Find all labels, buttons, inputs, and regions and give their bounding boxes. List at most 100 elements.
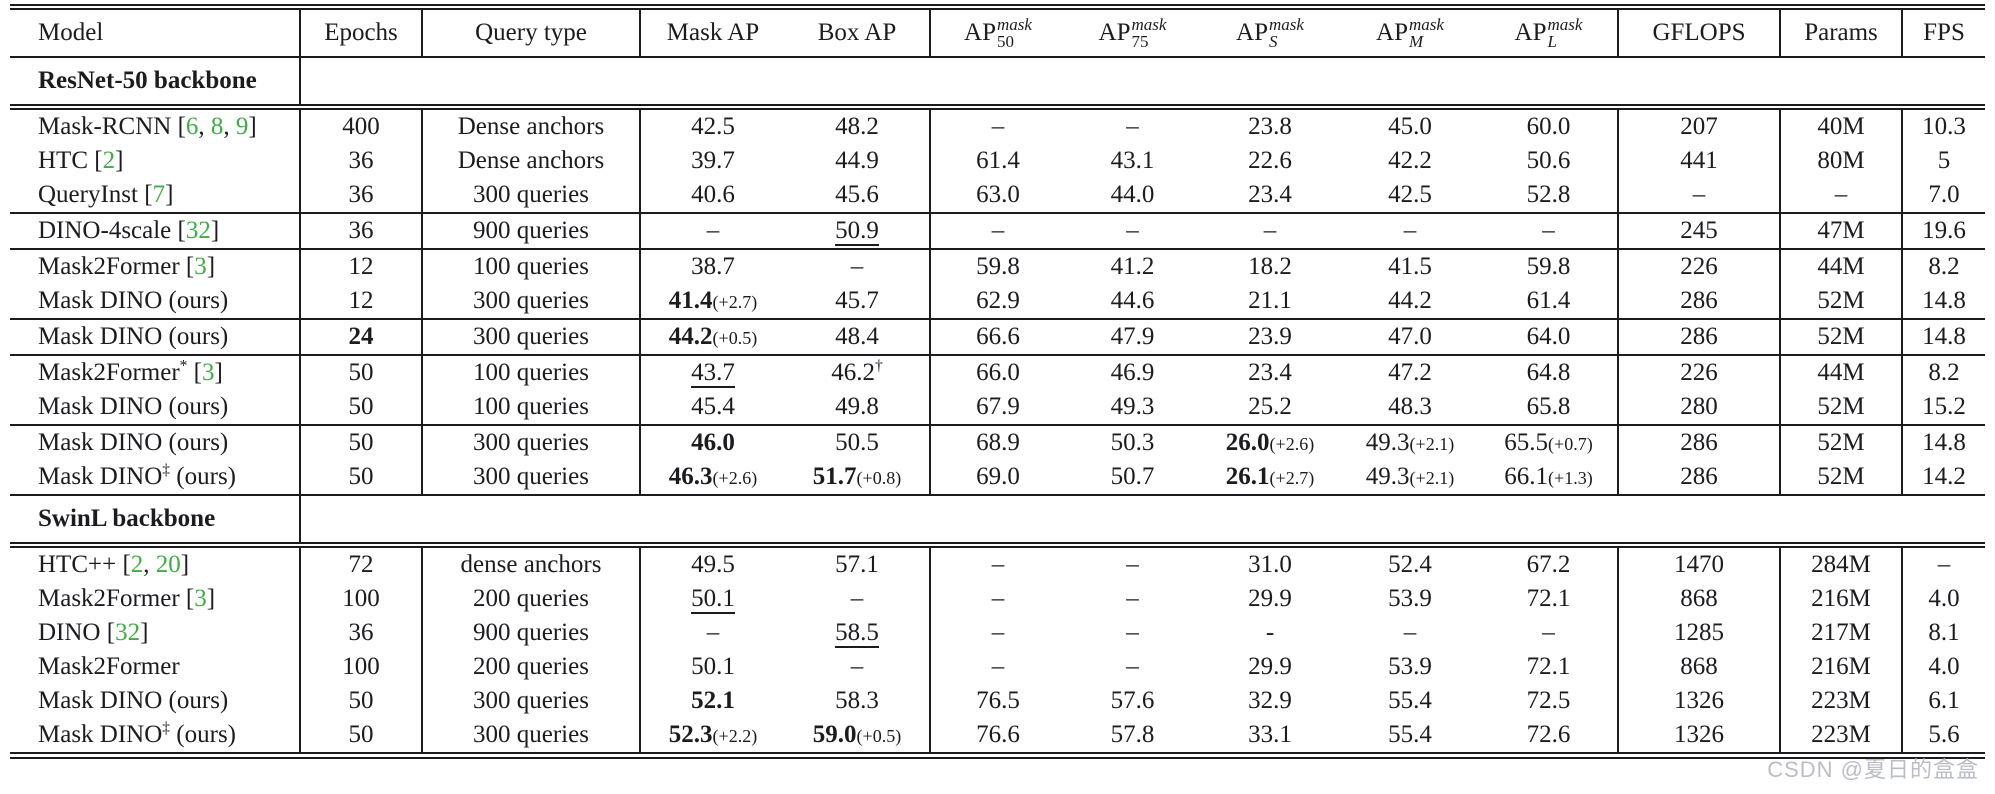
citation-link[interactable]: 9 xyxy=(235,113,249,140)
value-cell: 280 xyxy=(1618,390,1781,425)
metric-value: 66.6 xyxy=(976,323,1020,350)
cite-open-bracket: [ xyxy=(187,359,202,386)
value-cell: 45.0 xyxy=(1340,107,1480,144)
metric-value: 300 queries xyxy=(473,687,589,714)
column-header: AP mask M xyxy=(1340,4,1480,58)
citation-link[interactable]: 8 xyxy=(210,113,224,140)
metric-value: – xyxy=(991,585,1005,612)
column-header: AP mask L xyxy=(1480,4,1619,58)
table-row: Mask2Former [3] 12 100 queries 38.7 – 59.8 41.… xyxy=(10,248,1985,284)
metric-value: 46.9 xyxy=(1110,359,1155,386)
citation-link[interactable]: 2 xyxy=(102,147,116,174)
metric-value: 280 xyxy=(1680,393,1718,420)
metric-value: 50.9 xyxy=(835,217,879,246)
column-header: AP mask S xyxy=(1200,4,1340,58)
metric-value: – xyxy=(1937,551,1951,578)
citation-link[interactable]: 32 xyxy=(185,217,211,244)
table-row: Mask DINO‡ (ours) 50 300 queries 46.3(+2.6)… xyxy=(10,460,1985,495)
value-cell: 29.9 xyxy=(1200,582,1340,616)
metric-value: 23.8 xyxy=(1248,113,1292,140)
citation-link[interactable]: 3 xyxy=(201,359,215,386)
value-cell: 300 queries xyxy=(422,284,641,319)
model-cell: Mask2Former* [3] xyxy=(10,354,301,390)
model-cell: Mask DINO (ours) xyxy=(10,318,301,355)
metric-value: 76.6 xyxy=(976,721,1020,748)
value-cell: – xyxy=(785,650,931,684)
metric-value: 50.5 xyxy=(835,429,879,456)
value-cell: 5 xyxy=(1902,144,1985,178)
metric-value: – xyxy=(1263,217,1277,244)
metric-value: 65.8 xyxy=(1526,393,1571,420)
value-cell: 40.6 xyxy=(640,178,785,213)
value-cell: – xyxy=(930,107,1065,144)
value-cell: – xyxy=(1065,650,1200,684)
value-cell: 14.8 xyxy=(1902,424,1985,460)
citation-link[interactable]: 3 xyxy=(194,585,207,612)
metric-value: 44.6 xyxy=(1110,287,1155,314)
value-cell: 72.1 xyxy=(1480,582,1619,616)
citation-link[interactable]: 7 xyxy=(152,181,166,208)
metric-value: 46.0 xyxy=(691,429,735,456)
column-header-label: Epochs xyxy=(324,19,398,46)
value-cell: 226 xyxy=(1618,248,1781,284)
value-cell: – xyxy=(930,650,1065,684)
model-name: Mask DINO xyxy=(38,463,163,490)
value-cell: 68.9 xyxy=(930,424,1065,460)
metric-value: 36 xyxy=(348,619,374,646)
value-cell: 22.6 xyxy=(1200,144,1340,178)
metric-value: 900 queries xyxy=(473,217,589,244)
table-row: Mask DINO (ours) 50 300 queries 46.0 50.5 68.… xyxy=(10,424,1985,460)
citation-link[interactable]: 6 xyxy=(185,113,199,140)
citation-link[interactable]: 20 xyxy=(155,551,181,578)
ap-subscript: L xyxy=(1547,32,1557,51)
metric-value: 41.4 xyxy=(668,287,713,314)
metric-value: 1326 xyxy=(1674,721,1724,748)
column-header-label: Box AP xyxy=(817,19,897,46)
value-cell: 39.7 xyxy=(640,144,785,178)
cite-comma: , xyxy=(223,113,236,140)
metric-value: – xyxy=(1126,619,1139,646)
value-cell: 59.8 xyxy=(930,248,1065,284)
metric-value: 868 xyxy=(1680,653,1718,680)
metric-value: 52.8 xyxy=(1526,181,1571,208)
value-cell: 8.2 xyxy=(1902,248,1985,284)
value-cell: 868 xyxy=(1618,582,1781,616)
cite-close-bracket: ] xyxy=(206,585,216,612)
metric-value: 49.3 xyxy=(1365,429,1410,456)
value-cell: 49.3 xyxy=(1065,390,1200,425)
metric-value: – xyxy=(991,113,1005,140)
metric-value: 45.6 xyxy=(835,181,879,208)
citation-link[interactable]: 3 xyxy=(194,253,207,280)
model-cell: Mask DINO‡ (ours) xyxy=(10,460,301,495)
metric-value: – xyxy=(1403,619,1417,646)
value-cell: 52.1 xyxy=(640,684,785,718)
citation-link[interactable]: 32 xyxy=(115,619,141,646)
metric-value: 216M xyxy=(1811,653,1871,680)
citation-link[interactable]: 2 xyxy=(130,551,144,578)
value-cell: 223M xyxy=(1780,684,1903,718)
value-cell: 50.1 xyxy=(640,582,785,616)
value-cell: 41.2 xyxy=(1065,248,1200,284)
value-cell: 207 xyxy=(1618,107,1781,144)
improvement-delta: (+2.1) xyxy=(1409,468,1455,488)
section-header-cell: SwinL backbone xyxy=(10,494,301,548)
backbone-section-title: SwinL backbone xyxy=(38,505,216,532)
metric-value: 14.2 xyxy=(1922,463,1966,490)
value-cell: 44M xyxy=(1780,354,1903,390)
metric-value: 40M xyxy=(1817,113,1865,140)
cite-close-bracket: ] xyxy=(214,359,223,386)
metric-value: 245 xyxy=(1680,217,1718,244)
metric-value: 58.5 xyxy=(835,619,879,648)
value-cell: 66.0 xyxy=(930,354,1065,390)
metric-value: 29.9 xyxy=(1248,653,1292,680)
value-cell: 41.4(+2.7) xyxy=(640,284,785,319)
value-cell: 200 queries xyxy=(422,582,641,616)
metric-value: 50.1 xyxy=(691,653,735,680)
improvement-delta: (+2.7) xyxy=(1269,468,1315,488)
metric-value: – xyxy=(850,585,864,612)
section-header-row: ResNet-50 backbone xyxy=(10,57,1985,110)
model-cell: HTC [2] xyxy=(10,144,301,178)
value-cell: 29.9 xyxy=(1200,650,1340,684)
metric-value: 50.7 xyxy=(1110,463,1155,490)
metric-value: 44.0 xyxy=(1110,181,1155,208)
